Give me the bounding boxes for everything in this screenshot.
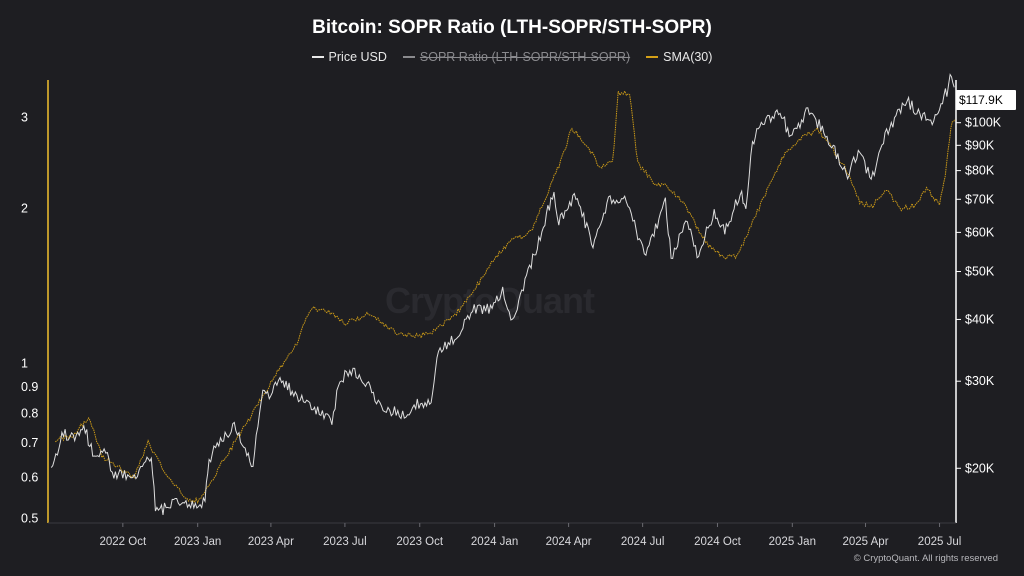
y-right-tick-label-2: $80K <box>965 164 995 178</box>
legend-swatch-sma <box>646 56 659 58</box>
copyright-text: © CryptoQuant. All rights reserved <box>853 553 998 564</box>
legend-label-sopr-ratio: SOPR Ratio (LTH-SOPR/STH-SOPR) <box>419 50 631 64</box>
y-right-tick-label-7: $30K <box>965 374 995 388</box>
y-left-tick-label-0: 3 <box>21 111 28 125</box>
x-tick-label-4: 2023 Oct <box>396 536 443 548</box>
x-tick-label-2: 2023 Apr <box>248 536 294 548</box>
y-left-tick-label-2: 1 <box>21 356 28 370</box>
y-left-tick-label-7: 0.5 <box>21 511 38 525</box>
series-line-sma30 <box>55 89 956 505</box>
x-tick-label-1: 2023 Jan <box>174 536 221 548</box>
x-tick-label-8: 2024 Oct <box>694 536 741 548</box>
x-tick-label-10: 2025 Apr <box>842 536 888 548</box>
x-tick-label-5: 2024 Jan <box>471 536 518 548</box>
y-right-tick-label-8: $20K <box>965 461 995 475</box>
y-left-tick-label-3: 0.9 <box>21 380 38 394</box>
x-tick-label-0: 2022 Oct <box>100 536 147 548</box>
y-left-tick-label-1: 2 <box>21 201 28 215</box>
x-tick-label-9: 2025 Jan <box>769 536 816 548</box>
legend-swatch-price <box>311 56 324 58</box>
current-price-badge: $117.9K <box>956 90 1016 110</box>
legend-item-sma[interactable]: SMA(30) <box>646 50 712 64</box>
y-left-tick-label-6: 0.6 <box>21 471 38 485</box>
legend-label-sma: SMA(30) <box>663 50 713 64</box>
chart-title: Bitcoin: SOPR Ratio (LTH-SOPR/STH-SOPR) <box>312 17 712 38</box>
chart-legend: Price USD SOPR Ratio (LTH-SOPR/STH-SOPR)… <box>0 50 1024 64</box>
y-right-tick-label-0: $100K <box>965 116 1002 130</box>
y-right-tick-label-4: $60K <box>965 225 995 239</box>
y-left-tick-label-5: 0.7 <box>21 436 38 450</box>
x-tick-label-11: 2025 Jul <box>918 536 961 548</box>
y-left-tick-label-4: 0.8 <box>21 406 38 420</box>
y-right-tick-label-5: $50K <box>965 265 995 279</box>
watermark-logo: CryptoQuant <box>385 280 595 321</box>
legend-swatch-sopr-ratio <box>402 56 415 58</box>
x-tick-label-7: 2024 Jul <box>621 536 664 548</box>
legend-item-price[interactable]: Price USD <box>311 50 387 64</box>
y-right-tick-label-6: $40K <box>965 312 995 326</box>
y-right-tick-label-3: $70K <box>965 192 995 206</box>
x-tick-label-6: 2024 Apr <box>546 536 592 548</box>
legend-label-price: Price USD <box>328 50 387 64</box>
y-right-tick-label-1: $90K <box>965 138 995 152</box>
x-tick-label-3: 2023 Jul <box>323 536 366 548</box>
series-line-price-usd <box>50 73 955 515</box>
legend-item-sopr-ratio[interactable]: SOPR Ratio (LTH-SOPR/STH-SOPR) <box>402 50 631 64</box>
